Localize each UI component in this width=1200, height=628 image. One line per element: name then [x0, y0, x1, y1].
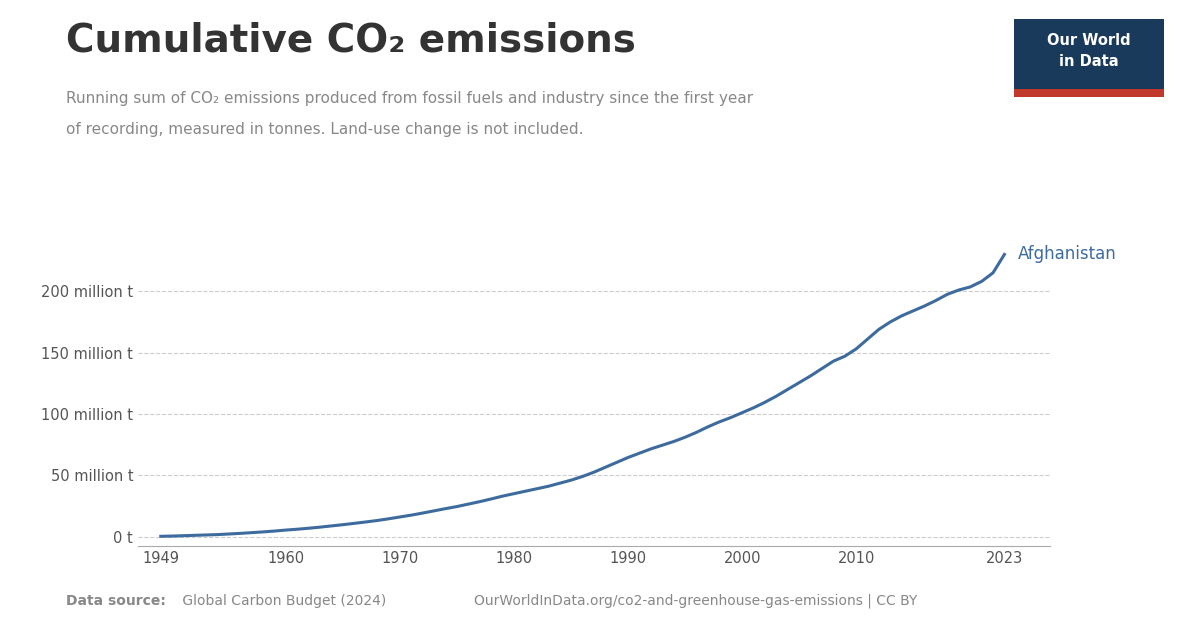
Text: OurWorldInData.org/co2-and-greenhouse-gas-emissions | CC BY: OurWorldInData.org/co2-and-greenhouse-ga… — [474, 593, 917, 608]
Text: Global Carbon Budget (2024): Global Carbon Budget (2024) — [178, 594, 398, 608]
Text: Running sum of CO₂ emissions produced from fossil fuels and industry since the f: Running sum of CO₂ emissions produced fr… — [66, 91, 754, 106]
Text: Afghanistan: Afghanistan — [1019, 246, 1117, 263]
Text: Data source:: Data source: — [66, 594, 166, 608]
Text: Our World: Our World — [1048, 33, 1130, 48]
Text: Cumulative CO₂ emissions: Cumulative CO₂ emissions — [66, 22, 636, 60]
Text: in Data: in Data — [1060, 54, 1118, 68]
Text: of recording, measured in tonnes. Land-use change is not included.: of recording, measured in tonnes. Land-u… — [66, 122, 583, 138]
